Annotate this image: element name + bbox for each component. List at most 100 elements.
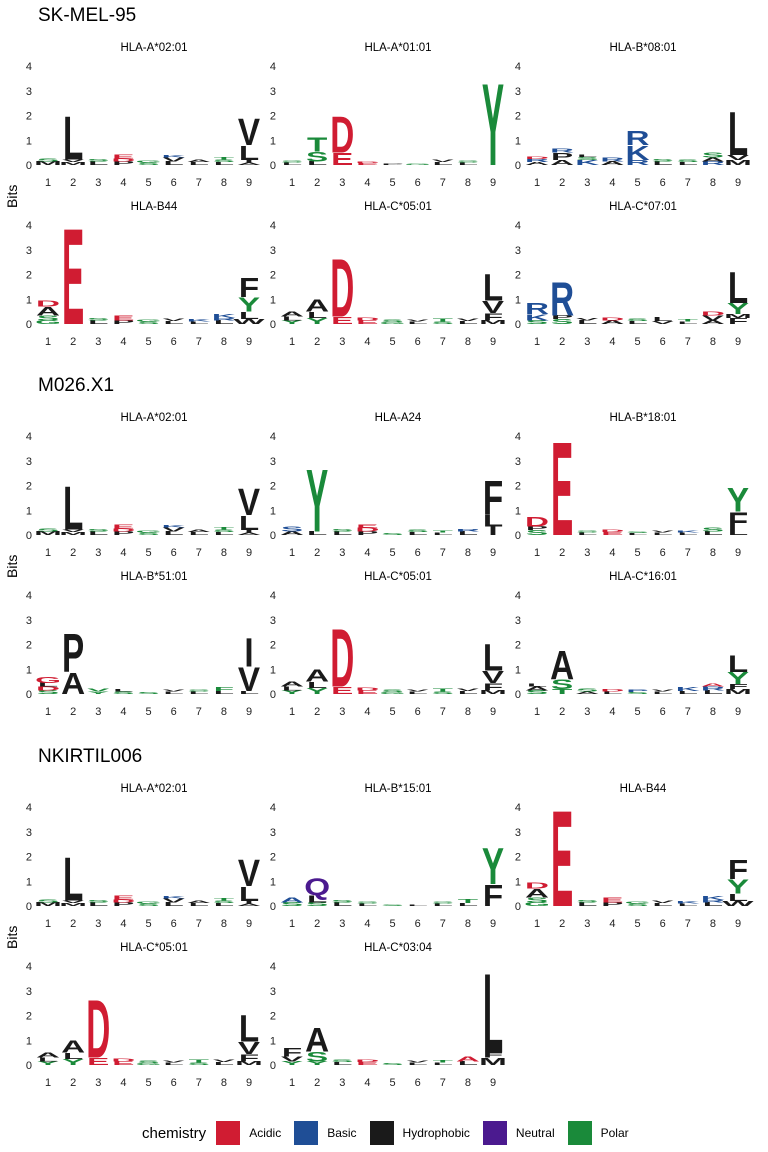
logo-letter-s: S bbox=[356, 901, 378, 904]
y-tick-label: 0 bbox=[270, 530, 276, 542]
panel-title: HLA-C*05:01 bbox=[120, 942, 188, 954]
x-tick-label: 5 bbox=[389, 177, 395, 189]
logo-letter-l: L bbox=[63, 474, 83, 544]
logo-letter-r: R bbox=[525, 159, 549, 164]
logo-letter-p: P bbox=[626, 689, 648, 693]
logo-letter-l: L bbox=[458, 162, 478, 166]
legend-label-basic: Basic bbox=[327, 1126, 357, 1140]
logo-letter-s: S bbox=[213, 159, 235, 163]
x-tick-label: 8 bbox=[465, 547, 471, 559]
logo-letter-v: V bbox=[652, 321, 674, 326]
x-tick-label: 9 bbox=[735, 177, 741, 189]
y-tick-label: 2 bbox=[270, 270, 276, 282]
y-tick-label: 2 bbox=[270, 481, 276, 493]
x-tick-label: 9 bbox=[490, 336, 496, 348]
logo-letter-a: A bbox=[237, 903, 261, 907]
logo-letter-l: L bbox=[407, 321, 427, 325]
logo-letter-l: L bbox=[163, 160, 183, 166]
y-tick-label: 0 bbox=[26, 160, 32, 172]
x-tick-label: 1 bbox=[289, 177, 295, 189]
x-tick-label: 2 bbox=[70, 177, 76, 189]
y-tick-label: 1 bbox=[270, 876, 276, 888]
logo-letter-r: R bbox=[701, 686, 725, 692]
logo-letter-r: R bbox=[456, 528, 480, 532]
y-tick-label: 3 bbox=[515, 615, 521, 627]
logo-letter-e: E bbox=[112, 314, 134, 322]
legend-swatch-neutral bbox=[482, 1121, 507, 1145]
logo-letter-l: L bbox=[483, 267, 503, 309]
logo-letter-e: E bbox=[356, 1062, 378, 1067]
logo-letter-v: V bbox=[163, 689, 186, 692]
x-tick-label: 2 bbox=[314, 336, 320, 348]
logo-letter-s: S bbox=[432, 321, 454, 325]
panel-title: HLA-A*02:01 bbox=[120, 412, 188, 424]
logo-letter-s: S bbox=[457, 160, 479, 163]
logo-letter-f: F bbox=[483, 1052, 503, 1060]
logo-letter-a: A bbox=[701, 683, 725, 688]
logo-panel-m026-x1-hla-b-51-01: HLA-B*51:01 0 1 2 3 4 1 2 3 4 5 6 7 8 9 S D L G A P Y V S L S L V L S… bbox=[0, 567, 261, 727]
y-tick-label: 3 bbox=[270, 456, 276, 468]
x-tick-label: 4 bbox=[609, 177, 615, 189]
logo-letter-l: L bbox=[214, 1062, 234, 1067]
y-tick-label: 3 bbox=[26, 986, 32, 998]
logo-letter-l: L bbox=[88, 319, 108, 325]
panel-title: HLA-C*07:01 bbox=[609, 201, 677, 213]
logo-letter-r: R bbox=[550, 272, 574, 325]
y-tick-label: 1 bbox=[270, 294, 276, 306]
logo-panel-m026-x1-hla-c-05-01: HLA-C*05:01 0 1 2 3 4 1 2 3 4 5 6 7 8 9 Y L A Y L A E D E D G S L V S… bbox=[244, 567, 507, 727]
x-tick-label: 8 bbox=[465, 706, 471, 718]
logo-letter-l: L bbox=[728, 263, 748, 313]
y-tick-label: 3 bbox=[26, 456, 32, 468]
x-tick-label: 7 bbox=[685, 706, 691, 718]
y-tick-label: 3 bbox=[515, 245, 521, 257]
x-tick-label: 1 bbox=[45, 177, 51, 189]
logo-letter-l: L bbox=[88, 530, 108, 536]
logo-letter-s: S bbox=[37, 899, 59, 904]
y-tick-label: 0 bbox=[515, 319, 521, 331]
x-tick-label: 7 bbox=[440, 918, 446, 930]
y-tick-label: 3 bbox=[515, 827, 521, 839]
legend-item-basic: Basic bbox=[294, 1121, 357, 1145]
logo-letter-p: P bbox=[551, 315, 573, 321]
logo-letter-e: E bbox=[356, 319, 378, 325]
logo-letter-v: V bbox=[407, 689, 430, 692]
legend-label-hydrophobic: Hydrophobic bbox=[402, 1126, 470, 1140]
logo-letter-m: M bbox=[724, 313, 752, 319]
logo-letter-a: A bbox=[525, 162, 549, 167]
logo-letter-v: V bbox=[163, 898, 185, 904]
logo-panel-nkirtil006-hla-a-02-01: HLA-A*02:01 0 1 2 3 4 1 2 3 4 5 6 7 8 9 M S M V L L S P D E S G L V K… bbox=[0, 779, 261, 939]
x-tick-label: 5 bbox=[389, 336, 395, 348]
x-tick-label: 7 bbox=[685, 918, 691, 930]
legend-swatch-polar bbox=[567, 1121, 592, 1145]
logo-letter-e: E bbox=[601, 532, 623, 537]
y-tick-label: 1 bbox=[26, 664, 32, 676]
x-tick-label: 4 bbox=[364, 177, 370, 189]
logo-letter-a: A bbox=[701, 319, 725, 325]
x-tick-label: 3 bbox=[584, 336, 590, 348]
logo-letter-v: V bbox=[62, 529, 85, 533]
y-tick-label: 2 bbox=[515, 852, 521, 864]
y-tick-label: 0 bbox=[26, 901, 32, 913]
x-tick-label: 6 bbox=[415, 1077, 421, 1089]
logo-panel-sk-mel-95-hla-c-05-01: HLA-C*05:01 0 1 2 3 4 1 2 3 4 5 6 7 8 9 Y L A Y L A E D E D G S L V S… bbox=[244, 197, 507, 357]
x-tick-label: 6 bbox=[660, 547, 666, 559]
panel-title: HLA-B*08:01 bbox=[609, 42, 677, 54]
logo-panel-nkirtil006-hla-b44: HLA-B44 0 1 2 3 4 1 2 3 4 5 6 7 8 9 G S A D E L S P E S G L V L K L R K W… bbox=[489, 779, 754, 939]
y-tick-label: 1 bbox=[26, 876, 32, 888]
legend-item-neutral: Neutral bbox=[482, 1121, 555, 1145]
y-tick-label: 1 bbox=[270, 505, 276, 517]
logo-letter-g: G bbox=[136, 530, 162, 533]
y-tick-label: 3 bbox=[26, 615, 32, 627]
logo-letter-t: T bbox=[552, 688, 573, 696]
logo-letter-l: L bbox=[678, 532, 698, 536]
logo-letter-v: V bbox=[576, 317, 599, 321]
logo-letter-s: S bbox=[137, 321, 159, 325]
logo-letter-l: L bbox=[458, 903, 478, 908]
y-tick-label: 1 bbox=[26, 135, 32, 147]
legend-label-neutral: Neutral bbox=[515, 1126, 555, 1140]
